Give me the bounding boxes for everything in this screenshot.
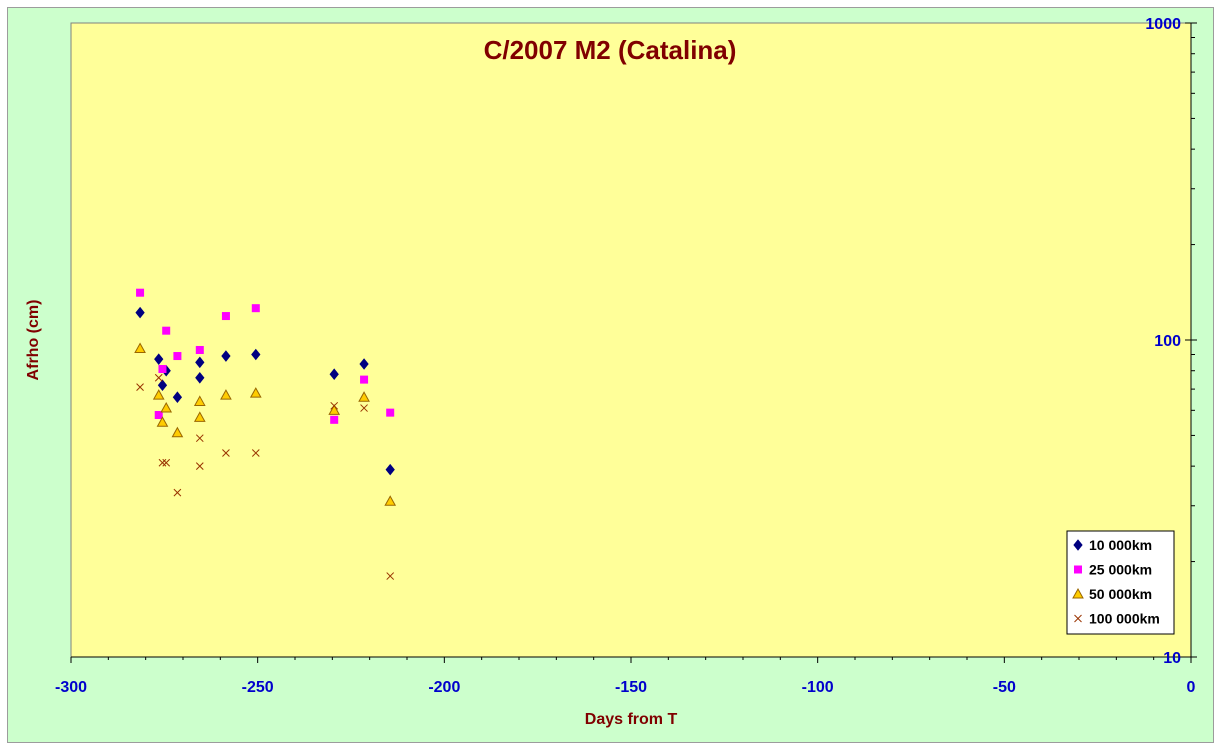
x-marker-stroke [158, 458, 167, 467]
data-point [158, 458, 167, 467]
data-point [160, 402, 173, 413]
legend-label: 100 000km [1089, 611, 1160, 627]
data-point [251, 449, 260, 457]
y-tick-label: 1000 [1145, 16, 1181, 33]
data-point [134, 342, 146, 354]
data-point [162, 458, 171, 467]
data-point [384, 495, 397, 506]
x-tick-label: -50 [993, 679, 1016, 696]
chart-title: C/2007 M2 (Catalina) [484, 35, 737, 65]
data-point [156, 416, 169, 427]
x-tick-label: -200 [428, 679, 460, 696]
data-point [172, 391, 183, 404]
legend-marker [1074, 565, 1082, 574]
data-point [162, 326, 171, 335]
data-point [173, 488, 182, 497]
data-point [171, 426, 184, 438]
series-50-000km [134, 342, 397, 506]
data-point [158, 365, 167, 374]
data-point [157, 379, 168, 392]
data-point [193, 395, 206, 406]
x-marker-stroke [360, 404, 368, 412]
data-point [360, 404, 368, 412]
data-point [193, 411, 206, 422]
data-point [385, 463, 395, 476]
y-tick-label: 10 [1163, 650, 1181, 667]
data-point [195, 462, 204, 471]
data-point [195, 356, 205, 369]
data-point [136, 288, 145, 297]
x-marker-stroke [222, 449, 230, 457]
data-point [221, 312, 230, 321]
data-point [251, 348, 261, 361]
x-marker-stroke [162, 458, 171, 467]
data-point [358, 391, 370, 402]
x-marker-stroke [195, 434, 204, 443]
data-point [328, 404, 341, 415]
legend-label: 25 000km [1089, 562, 1152, 578]
data-point [195, 371, 205, 384]
x-tick-label: -250 [242, 679, 274, 696]
data-point [195, 434, 204, 443]
data-point [195, 345, 204, 354]
x-axis-title: Days from T [585, 711, 678, 728]
legend-marker [1074, 614, 1082, 623]
legend-marker [1072, 587, 1084, 599]
x-marker-stroke [386, 572, 395, 580]
x-tick-label: -300 [55, 679, 87, 696]
data-point [154, 353, 164, 365]
data-point [154, 373, 163, 382]
axes: -300 -250 -200 -150 -100 -50 0 10 100 1000 [55, 16, 1197, 696]
data-point [386, 572, 395, 580]
series-100-000km [136, 373, 395, 580]
plot-area [70, 22, 1192, 658]
x-marker-stroke [136, 383, 144, 392]
legend-box [1066, 530, 1175, 635]
x-marker-stroke [330, 401, 339, 410]
x-marker-stroke [1074, 614, 1082, 623]
series-25-000km [136, 288, 395, 424]
x-marker-stroke [251, 449, 260, 457]
x-tick-label: -150 [615, 679, 647, 696]
data-point [152, 389, 165, 400]
x-marker-stroke [195, 462, 204, 471]
x-tick-label: 0 [1187, 679, 1196, 696]
data-point [330, 401, 339, 410]
data-point [329, 368, 339, 381]
y-axis-title: Afrho (cm) [25, 300, 42, 381]
y-tick-label: 100 [1154, 333, 1181, 350]
legend-label: 50 000km [1089, 586, 1152, 602]
data-point [249, 387, 262, 398]
data-point [173, 352, 182, 361]
data-point [360, 375, 369, 384]
data-point [251, 304, 260, 313]
legend-label: 10 000km [1089, 537, 1152, 553]
data-point [359, 358, 369, 370]
data-point [222, 449, 230, 457]
x-tick-label: -100 [802, 679, 834, 696]
data-point [154, 410, 163, 419]
data-marks [134, 288, 397, 580]
data-point [220, 389, 232, 400]
data-point [386, 408, 395, 417]
x-marker-stroke [154, 373, 163, 382]
x-marker-stroke [173, 488, 182, 497]
data-point [330, 415, 339, 424]
legend: 10 000km 25 000km 50 000km 100 000km [1066, 530, 1175, 635]
legend-marker [1073, 539, 1083, 551]
data-point [135, 306, 145, 319]
data-point [221, 350, 231, 362]
data-point [136, 383, 144, 392]
